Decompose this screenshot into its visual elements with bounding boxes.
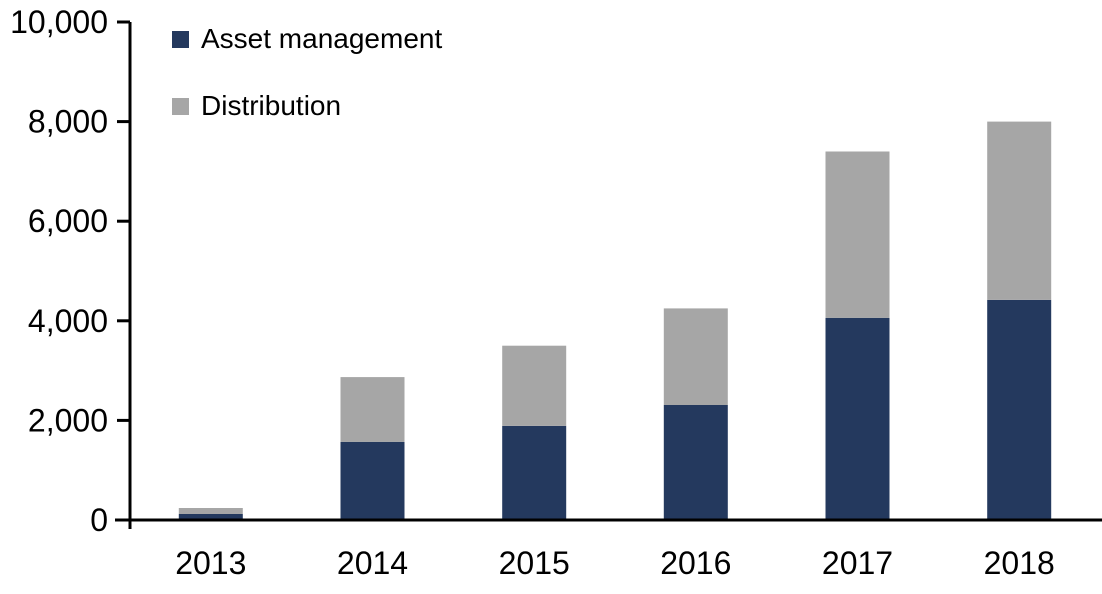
legend-item-asset-management: Asset management: [172, 22, 442, 56]
bar-segment-distribution-2013: [178, 508, 243, 514]
y-axis-label-4000: 4,000: [28, 303, 108, 339]
x-axis-label-2015: 2015: [499, 545, 570, 581]
legend-item-distribution: Distribution: [172, 89, 442, 123]
x-axis-label-2013: 2013: [175, 545, 246, 581]
bar-segment-asset-management-2013: [178, 514, 243, 520]
bar-segment-asset-management-2018: [987, 299, 1052, 520]
y-axis-label-0: 0: [90, 502, 108, 538]
x-axis-label-2014: 2014: [337, 545, 408, 581]
bar-segment-distribution-2017: [825, 151, 890, 318]
legend-label-asset-management: Asset management: [201, 23, 443, 54]
y-axis-label-2000: 2,000: [28, 402, 108, 438]
legend-label-distribution: Distribution: [201, 90, 342, 121]
bar-segment-distribution-2014: [340, 377, 405, 442]
bar-segment-distribution-2018: [987, 121, 1052, 300]
bar-segment-distribution-2015: [502, 345, 567, 426]
bar-segment-asset-management-2017: [825, 317, 890, 520]
bar-segment-distribution-2016: [663, 308, 728, 405]
y-axis-label-6000: 6,000: [28, 203, 108, 239]
x-axis-label-2018: 2018: [984, 545, 1055, 581]
y-axis-label-8000: 8,000: [28, 104, 108, 140]
legend-swatch-asset-management: [172, 30, 189, 48]
bar-segment-asset-management-2015: [502, 425, 567, 520]
bar-segment-asset-management-2016: [663, 405, 728, 520]
x-axis-label-2016: 2016: [660, 545, 731, 581]
y-axis-label-10000: 10,000: [10, 4, 108, 40]
legend: Asset management Distribution: [172, 22, 442, 156]
x-axis-label-2017: 2017: [822, 545, 893, 581]
legend-swatch-distribution: [172, 97, 189, 115]
bar-segment-asset-management-2014: [340, 441, 405, 520]
